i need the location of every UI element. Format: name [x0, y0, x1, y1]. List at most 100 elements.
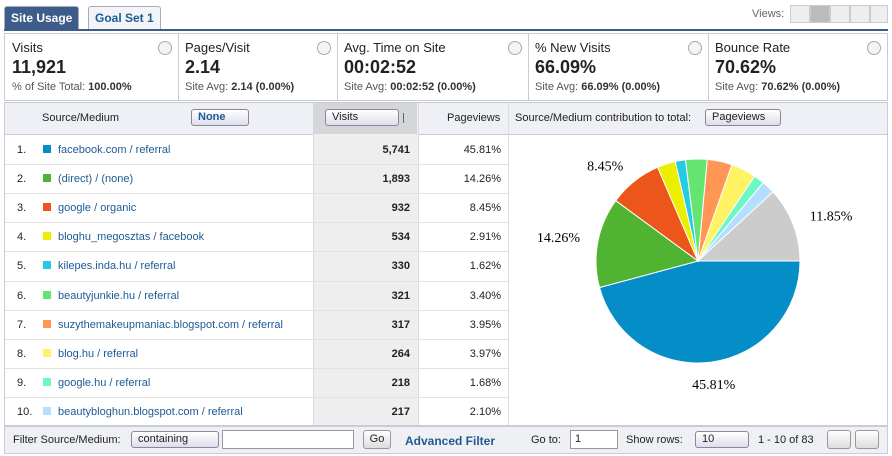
row-index: 8.	[17, 347, 27, 360]
row-visits: 932	[391, 202, 410, 215]
row-source[interactable]: beautyjunkie.hu / referral	[58, 289, 180, 302]
row-source[interactable]: suzythemakeupmaniac.blogspot.com / refer…	[58, 318, 283, 331]
header-contribution: Source/Medium contribution to total:	[515, 112, 692, 124]
sort-arrow	[403, 113, 404, 123]
view-table[interactable]	[790, 5, 810, 23]
metric-title: Pages/Visit	[185, 40, 250, 55]
sort-select[interactable]: Visits	[325, 109, 399, 126]
row-source[interactable]: facebook.com / referral	[58, 144, 171, 156]
row-rule	[5, 338, 508, 340]
metric-sub-value: 70.62% (0.00%)	[761, 81, 841, 93]
row-pageviews: 1.68%	[469, 376, 501, 389]
row-pageviews: 3.97%	[469, 347, 501, 360]
row-index: 10.	[17, 405, 33, 418]
tab-rule	[4, 29, 888, 31]
tab[interactable]: Goal Set 1	[88, 6, 161, 29]
row-source[interactable]: beautybloghun.blogspot.com / referral	[58, 405, 243, 418]
view-icons	[790, 5, 888, 23]
tab[interactable]: Site Usage	[4, 6, 80, 29]
pie-divider	[508, 103, 509, 425]
row-rule	[5, 309, 508, 311]
next-button[interactable]	[855, 430, 879, 449]
sorted-column	[313, 103, 419, 425]
metric-divider	[708, 34, 709, 100]
row-source[interactable]: kilepes.inda.hu / referral	[58, 260, 176, 273]
metric-sub-label: Site Avg:	[535, 81, 579, 93]
goto-input[interactable]: 1	[570, 430, 618, 449]
help-icon[interactable]	[158, 41, 172, 55]
help-icon[interactable]	[317, 41, 331, 55]
row-index: 5.	[17, 260, 27, 273]
row-pageviews: 14.26%	[463, 173, 501, 186]
goto-label: Go to:	[531, 434, 561, 446]
row-index: 4.	[17, 231, 27, 244]
metric-value: 00:02:52	[344, 57, 417, 77]
metric-sub-label: Site Avg:	[185, 81, 229, 93]
row-source[interactable]: bloghu_megosztas / facebook	[58, 231, 205, 244]
views-label: Views:	[752, 8, 785, 20]
row-rule	[5, 193, 508, 195]
row-swatch	[43, 203, 51, 212]
go-button[interactable]: Go	[363, 430, 391, 449]
metric-value: 66.09%	[535, 57, 597, 77]
range-label: 1 - 10 of 83	[758, 434, 814, 446]
filter-input[interactable]	[222, 430, 354, 449]
row-swatch	[43, 290, 51, 299]
row-rule	[5, 396, 508, 398]
metric-title: Bounce Rate	[715, 40, 791, 55]
row-source[interactable]: blog.hu / referral	[58, 347, 139, 360]
pie-label: 11.85%	[810, 210, 853, 225]
pie-slice	[595, 199, 700, 289]
view-pie[interactable]	[810, 5, 830, 23]
row-index: 1.	[17, 144, 27, 156]
row-visits: 317	[391, 318, 410, 331]
metric-divider	[337, 34, 338, 100]
help-icon[interactable]	[508, 41, 522, 55]
row-visits: 217	[391, 405, 410, 418]
view-pivot[interactable]	[870, 5, 888, 23]
header-pageviews: Pageviews	[447, 112, 501, 124]
row-source[interactable]: (direct) / (none)	[58, 173, 134, 186]
metric-sub-label: Site Avg:	[344, 81, 388, 93]
row-index: 7.	[17, 318, 27, 331]
row-visits: 264	[391, 347, 410, 360]
view-bar[interactable]	[830, 5, 850, 23]
metric-sub: Site Avg: 2.14 (0.00%)	[185, 81, 294, 93]
metric-sub: % of Site Total: 100.00%	[12, 81, 132, 93]
metrics-bar: Visits 11,921 % of Site Total: 100.00% Pages…	[4, 33, 888, 101]
table-footer: Filter Source/Medium: containing Go Advance…	[4, 426, 888, 454]
metric-sub: Site Avg: 00:02:52 (0.00%)	[344, 81, 476, 93]
header-source: Source/Medium	[42, 112, 120, 124]
segment-select[interactable]: None	[191, 109, 249, 126]
pie-label: 14.26%	[537, 231, 581, 246]
row-rule	[5, 280, 508, 282]
rows-label: Show rows:	[626, 434, 683, 446]
contribution-select[interactable]: Pageviews	[705, 109, 781, 126]
metric-value: 11,921	[12, 57, 67, 77]
row-pageviews: 2.91%	[469, 231, 501, 244]
metric-title: % New Visits	[535, 40, 611, 55]
filter-select[interactable]: containing	[131, 431, 219, 448]
row-source[interactable]: google.hu / referral	[58, 376, 151, 389]
metric-sub: Site Avg: 66.09% (0.00%)	[535, 81, 660, 93]
metric-sub-value: 2.14 (0.00%)	[231, 81, 295, 93]
metric-sub: Site Avg: 70.62% (0.00%)	[715, 81, 840, 93]
row-index: 2.	[17, 173, 27, 186]
help-icon[interactable]	[867, 41, 881, 55]
filter-label: Filter Source/Medium:	[13, 434, 121, 446]
row-index: 9.	[17, 376, 27, 389]
metric-sub-value: 100.00%	[88, 81, 132, 93]
metric-title: Avg. Time on Site	[344, 40, 446, 55]
rows-select[interactable]: 10	[695, 431, 749, 448]
prev-button[interactable]	[827, 430, 851, 449]
advanced-filter[interactable]: Advanced Filter	[405, 434, 496, 448]
row-pageviews: 3.95%	[469, 318, 501, 331]
metric-sub-label: % of Site Total:	[12, 81, 86, 93]
row-index: 3.	[17, 202, 27, 215]
row-pageviews: 45.81%	[463, 144, 501, 156]
help-icon[interactable]	[688, 41, 702, 55]
metric-value: 70.62%	[715, 57, 777, 77]
view-compare[interactable]	[850, 5, 870, 23]
row-source[interactable]: google / organic	[58, 202, 137, 215]
